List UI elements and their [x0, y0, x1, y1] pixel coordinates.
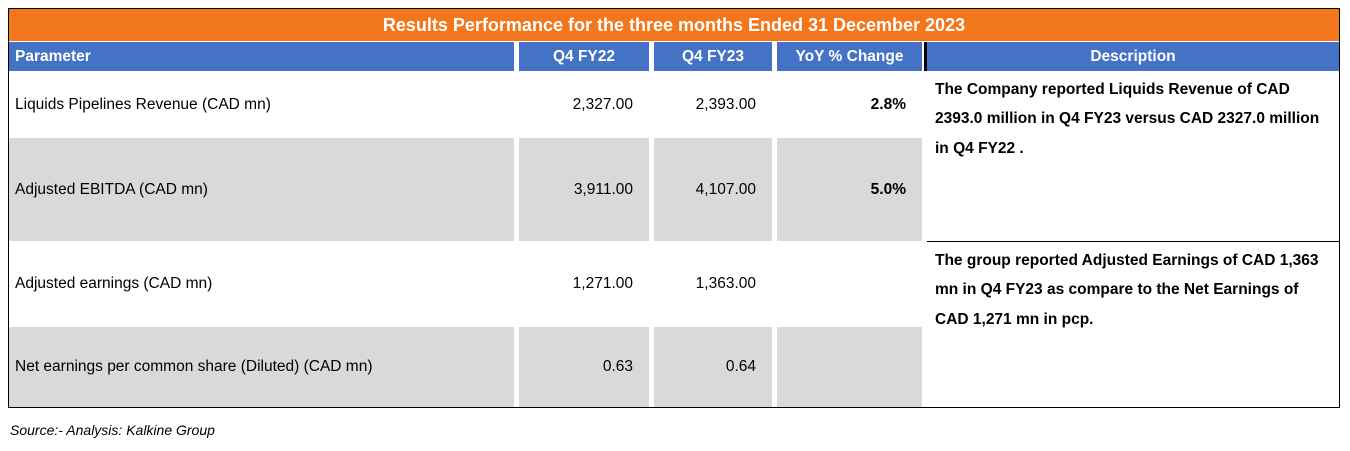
source-note: Source:- Analysis: Kalkine Group	[10, 422, 215, 438]
description-block-1: The Company reported Liquids Revenue of …	[927, 71, 1339, 241]
cell-r2-yoy-change: 5.0%	[777, 138, 922, 241]
column-header-q4fy23: Q4 FY23	[654, 42, 772, 71]
cell-r1-q4fy22: 2,327.00	[519, 71, 649, 138]
column-header-yoy-change: YoY % Change	[777, 42, 927, 71]
table-title: Results Performance for the three months…	[9, 9, 1339, 42]
cell-r2-q4fy22: 3,911.00	[519, 138, 649, 241]
cell-r3-q4fy22: 1,271.00	[519, 241, 649, 327]
column-header-q4fy22: Q4 FY22	[519, 42, 649, 71]
cell-r1-parameter: Liquids Pipelines Revenue (CAD mn)	[9, 71, 514, 138]
cell-r4-yoy-change	[777, 327, 922, 407]
cell-r1-yoy-change: 2.8%	[777, 71, 922, 138]
cell-r2-q4fy23: 4,107.00	[654, 138, 772, 241]
cell-r3-yoy-change	[777, 241, 922, 327]
description-block-2: The group reported Adjusted Earnings of …	[927, 241, 1339, 407]
cell-r4-q4fy23: 0.64	[654, 327, 772, 407]
results-performance-table: Results Performance for the three months…	[8, 8, 1342, 438]
cell-r4-parameter: Net earnings per common share (Diluted) …	[9, 327, 514, 407]
cell-r2-parameter: Adjusted EBITDA (CAD mn)	[9, 138, 514, 241]
cell-r3-parameter: Adjusted earnings (CAD mn)	[9, 241, 514, 327]
cell-r4-q4fy22: 0.63	[519, 327, 649, 407]
table-grid: Results Performance for the three months…	[8, 8, 1340, 408]
cell-r3-q4fy23: 1,363.00	[654, 241, 772, 327]
cell-r1-q4fy23: 2,393.00	[654, 71, 772, 138]
column-header-description: Description	[927, 42, 1339, 71]
column-header-parameter: Parameter	[9, 42, 514, 71]
